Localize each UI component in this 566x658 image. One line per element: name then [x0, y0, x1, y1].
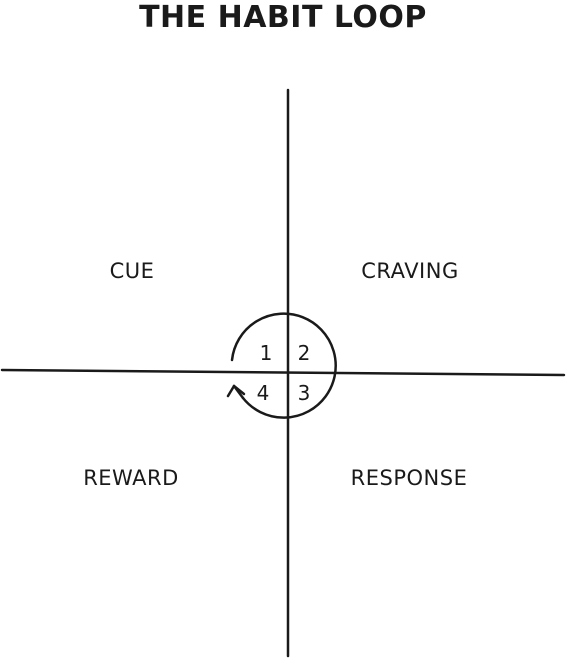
quadrant-label-response: RESPONSE: [351, 466, 468, 490]
loop-number-1: 1: [260, 341, 273, 365]
horizontal-axis: [0, 368, 566, 377]
loop-number-4: 4: [257, 381, 270, 405]
loop-arrow-shaft: [232, 384, 245, 400]
quadrant-label-craving: CRAVING: [361, 259, 458, 283]
quadrant-label-reward: REWARD: [83, 466, 179, 490]
loop-number-3: 3: [298, 381, 311, 405]
diagram-title: THE HABIT LOOP: [139, 0, 427, 35]
loop-circle: [230, 312, 337, 419]
quadrant-label-cue: CUE: [110, 259, 155, 283]
loop-number-2: 2: [298, 341, 311, 365]
